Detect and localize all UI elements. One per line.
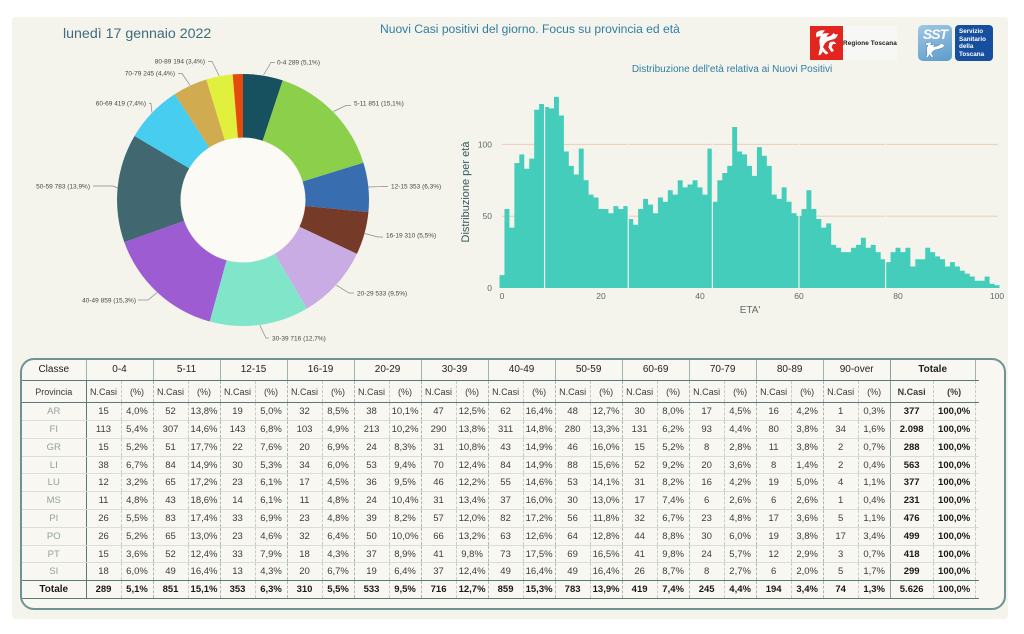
svg-text:60-69 419 (7,4%): 60-69 419 (7,4%) <box>96 100 146 107</box>
svg-text:0: 0 <box>500 291 505 301</box>
svg-text:30-39 716 (12,7%): 30-39 716 (12,7%) <box>272 335 326 342</box>
svg-text:20: 20 <box>596 291 606 301</box>
svg-text:0-4 289 (5,1%): 0-4 289 (5,1%) <box>277 59 320 66</box>
svg-text:40-49 859 (15,3%): 40-49 859 (15,3%) <box>82 297 136 304</box>
svg-text:80-89 194 (3,4%): 80-89 194 (3,4%) <box>155 58 205 65</box>
svg-text:100: 100 <box>478 139 492 149</box>
svg-text:5-11 851 (15,1%): 5-11 851 (15,1%) <box>354 100 404 107</box>
svg-text:50: 50 <box>483 211 493 221</box>
svg-text:16-19 310 (5,5%): 16-19 310 (5,5%) <box>386 232 436 239</box>
svg-text:60: 60 <box>794 291 804 301</box>
svg-text:70-79 245 (4,4%): 70-79 245 (4,4%) <box>125 70 175 77</box>
svg-text:12-15 353 (6,3%): 12-15 353 (6,3%) <box>391 183 441 190</box>
svg-text:0: 0 <box>487 283 492 293</box>
svg-text:50-59 783 (13,9%): 50-59 783 (13,9%) <box>36 183 90 190</box>
svg-text:40: 40 <box>695 291 705 301</box>
svg-text:20-29 533 (9,5%): 20-29 533 (9,5%) <box>357 290 407 297</box>
svg-text:100: 100 <box>990 291 1004 301</box>
svg-text:80: 80 <box>893 291 903 301</box>
